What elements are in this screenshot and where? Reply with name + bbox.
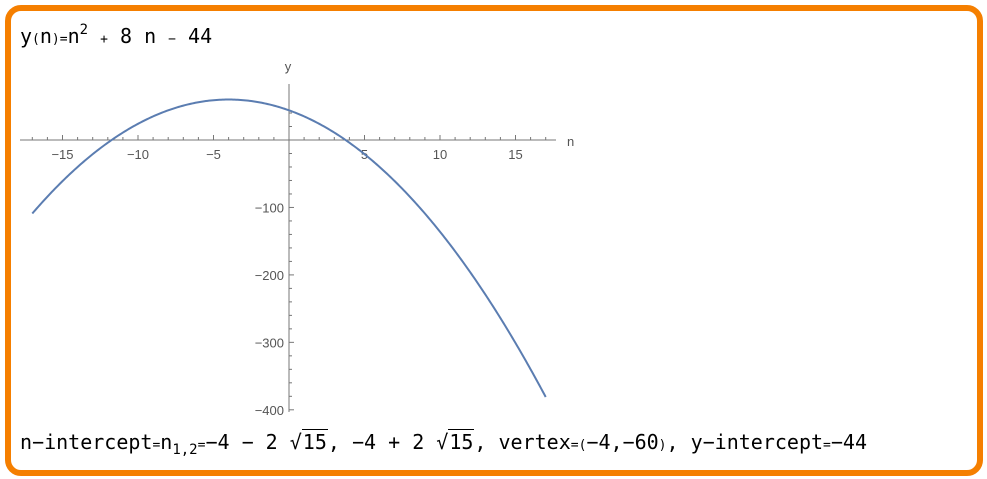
eq-close-paren: )	[51, 32, 60, 47]
eq-exponent: 2	[79, 22, 89, 38]
x-tick-label: −15	[51, 147, 73, 162]
eq-var: n	[39, 24, 52, 48]
y-intercept-label: y−intercept	[690, 430, 824, 454]
n-intercept-eq2: =	[197, 438, 206, 453]
eq-linear-term: 8 n	[119, 24, 157, 48]
vertex-close: )	[658, 438, 667, 453]
n-intercept-label: n−intercept	[20, 430, 153, 454]
root2-sqrt: √15	[436, 429, 475, 455]
root1-radicand: 15	[301, 429, 328, 454]
x-tick-label: −10	[127, 147, 149, 162]
eq-n: n	[67, 24, 80, 48]
vertex-label: vertex	[498, 430, 571, 454]
root2-radicand: 15	[448, 429, 475, 454]
y-intercept-value: −44	[830, 430, 867, 454]
y-tick-label: −200	[255, 268, 284, 283]
ticks	[31, 112, 547, 411]
axes	[20, 84, 556, 412]
result-panel	[5, 5, 983, 476]
n-intercept-eq1: =	[152, 438, 161, 453]
y-tick-label: −300	[255, 335, 284, 350]
sqrt-icon: √	[289, 430, 302, 454]
vertex-eq: =	[570, 438, 579, 453]
eq-open-paren: (	[32, 32, 40, 47]
eq-minus: −	[168, 32, 176, 47]
y-intercept-eq: =	[823, 438, 831, 453]
root1-sqrt: √15	[290, 429, 328, 455]
n-subscript: 1,2	[172, 442, 198, 458]
eq-y: y	[20, 24, 33, 48]
separator-2: ,	[474, 430, 499, 454]
n-symbol: n	[160, 430, 173, 454]
y-axis-label: y	[285, 59, 292, 74]
vertex-value: −4,−60	[586, 430, 659, 454]
function-curve	[31, 98, 547, 398]
equation: y(n)=n2 + 8 n − 44	[20, 23, 212, 53]
eq-plus: +	[100, 32, 108, 47]
x-tick-label: 10	[433, 147, 447, 162]
sqrt-icon: √	[436, 430, 449, 454]
x-axis-label: n	[567, 134, 574, 149]
y-tick-label: −100	[255, 200, 284, 215]
eq-constant: 44	[188, 24, 213, 48]
x-tick-label: 15	[508, 147, 522, 162]
x-tick-label: −5	[206, 147, 221, 162]
results-line: n−intercept=n1,2=−4 − 2 √15, −4 + 2 √15,…	[20, 429, 867, 459]
eq-equals: =	[59, 32, 68, 47]
root1-prefix: −4 − 2	[205, 430, 278, 454]
root2-prefix: −4 + 2	[351, 430, 425, 454]
separator-3: ,	[666, 430, 691, 454]
separator-1: ,	[327, 430, 352, 454]
y-tick-label: −400	[255, 403, 284, 418]
vertex-open: (	[578, 438, 587, 453]
tick-labels: −15 −10 −5 5 10 15−100−200−300−400	[51, 147, 522, 418]
